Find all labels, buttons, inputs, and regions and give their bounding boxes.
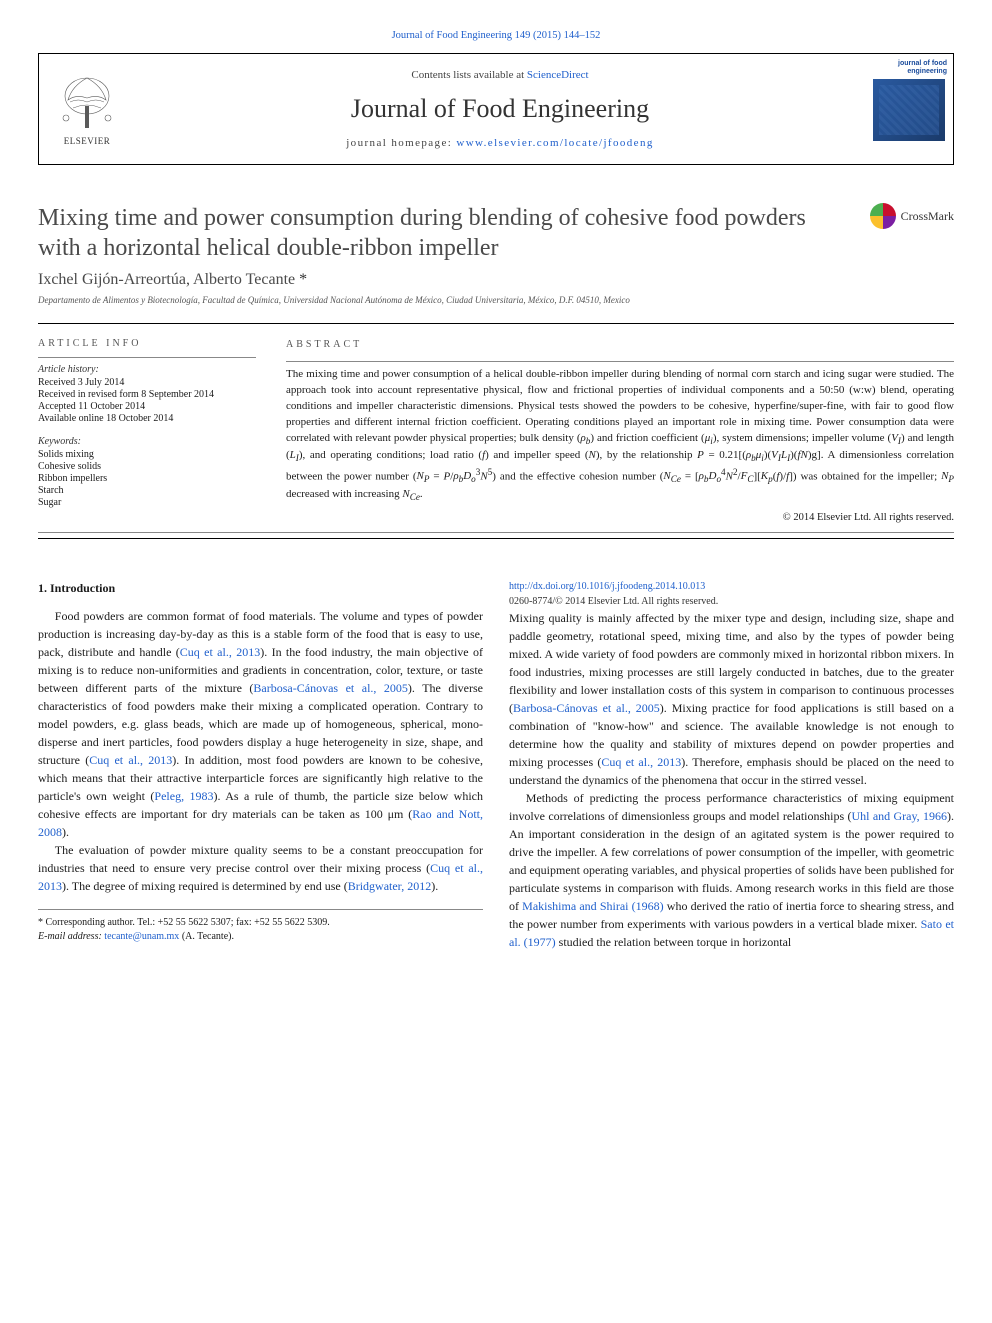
keyword: Cohesive solids	[38, 461, 256, 472]
history-items: Received 3 July 2014 Received in revised…	[38, 377, 256, 424]
sciencedirect-link[interactable]: ScienceDirect	[527, 69, 589, 81]
homepage-prefix: journal homepage:	[346, 137, 456, 149]
crossmark-badge[interactable]: CrossMark	[870, 203, 954, 229]
publisher-name: ELSEVIER	[64, 136, 111, 146]
journal-homepage-link[interactable]: www.elsevier.com/locate/jfoodeng	[456, 137, 653, 149]
footnote-email-paren: (A. Tecante).	[179, 931, 234, 942]
rule-divider	[38, 538, 954, 539]
keywords-label: Keywords:	[38, 436, 256, 447]
body-paragraph: Mixing quality is mainly affected by the…	[509, 609, 954, 789]
citation-header: Journal of Food Engineering 149 (2015) 1…	[38, 30, 954, 41]
corresponding-author-footnote: * Corresponding author. Tel.: +52 55 562…	[38, 909, 483, 944]
authors-text: Ixchel Gijón-Arreortúa, Alberto Tecante	[38, 271, 295, 288]
journal-cover-thumb: journal of food engineering	[865, 54, 953, 164]
journal-title: Journal of Food Engineering	[351, 94, 649, 124]
history-item: Accepted 11 October 2014	[38, 401, 256, 412]
body-paragraph: The evaluation of powder mixture quality…	[38, 841, 483, 895]
article-info-panel: article info Article history: Received 3…	[38, 338, 256, 526]
rule-thin	[38, 357, 256, 358]
journal-homepage-line: journal homepage: www.elsevier.com/locat…	[346, 137, 654, 149]
affiliation: Departamento de Alimentos y Biotecnologí…	[38, 295, 954, 305]
masthead-center: Contents lists available at ScienceDirec…	[135, 54, 865, 164]
contents-prefix: Contents lists available at	[411, 69, 526, 81]
issn-copyright-line: 0260-8774/© 2014 Elsevier Ltd. All right…	[509, 594, 954, 609]
footnote-corresponding: * Corresponding author. Tel.: +52 55 562…	[38, 916, 483, 930]
article-title: Mixing time and power consumption during…	[38, 203, 870, 263]
doi-block: http://dx.doi.org/10.1016/j.jfoodeng.201…	[509, 579, 954, 609]
history-item: Received 3 July 2014	[38, 377, 256, 388]
history-item: Received in revised form 8 September 201…	[38, 389, 256, 400]
crossmark-icon	[870, 203, 896, 229]
publisher-logo: ELSEVIER	[39, 54, 135, 164]
keyword: Sugar	[38, 497, 256, 508]
footnote-email-label: E-mail address:	[38, 931, 104, 942]
body-paragraph: Food powders are common format of food m…	[38, 607, 483, 841]
history-label: Article history:	[38, 364, 256, 375]
cover-image	[873, 79, 945, 141]
rule-thin	[38, 532, 954, 533]
keyword: Ribbon impellers	[38, 473, 256, 484]
corresponding-mark: *	[299, 271, 307, 288]
keyword: Starch	[38, 485, 256, 496]
doi-link[interactable]: http://dx.doi.org/10.1016/j.jfoodeng.201…	[509, 581, 705, 592]
abstract-heading: abstract	[286, 338, 954, 353]
cover-journal-name: journal of food engineering	[871, 60, 947, 75]
abstract-copyright: © 2014 Elsevier Ltd. All rights reserved…	[286, 510, 954, 525]
keyword: Solids mixing	[38, 449, 256, 460]
history-item: Available online 18 October 2014	[38, 413, 256, 424]
body-paragraph: Methods of predicting the process perfor…	[509, 789, 954, 951]
authors-line: Ixchel Gijón-Arreortúa, Alberto Tecante …	[38, 271, 954, 289]
masthead: ELSEVIER Contents lists available at Sci…	[38, 53, 954, 165]
keywords-items: Solids mixing Cohesive solids Ribbon imp…	[38, 449, 256, 508]
abstract-panel: abstract The mixing time and power consu…	[286, 338, 954, 526]
contents-lists-line: Contents lists available at ScienceDirec…	[411, 69, 588, 81]
footnote-email-link[interactable]: tecante@unam.mx	[104, 931, 179, 942]
article-info-heading: article info	[38, 338, 256, 349]
rule-divider	[38, 323, 954, 324]
body-columns: 1. Introduction Food powders are common …	[38, 579, 954, 964]
rule-thin	[286, 361, 954, 362]
abstract-text: The mixing time and power consumption of…	[286, 367, 954, 504]
elsevier-tree-icon	[58, 72, 116, 134]
crossmark-label: CrossMark	[901, 209, 954, 224]
section-heading-introduction: 1. Introduction	[38, 579, 483, 597]
